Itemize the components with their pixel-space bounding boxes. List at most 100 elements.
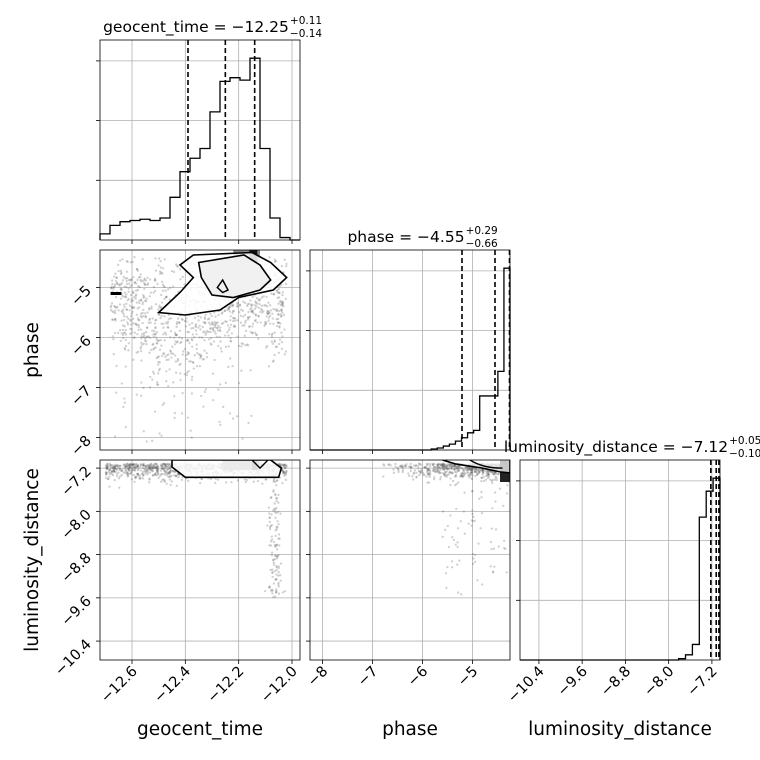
sample-point <box>116 464 119 468</box>
sample-point <box>120 469 123 472</box>
sample-point <box>113 465 117 468</box>
sample-point <box>442 467 445 471</box>
sample-point <box>257 337 260 340</box>
sample-point <box>277 510 280 514</box>
sample-point <box>232 316 235 320</box>
sample-point <box>170 352 173 355</box>
sample-point <box>268 520 271 524</box>
sample-point <box>247 344 250 347</box>
sample-point <box>163 464 167 467</box>
sample-point <box>171 469 174 473</box>
sample-point <box>446 524 449 528</box>
sample-point <box>213 323 217 327</box>
sample-point <box>165 380 168 383</box>
sample-point <box>270 551 274 554</box>
sample-point <box>462 510 466 513</box>
sample-point <box>158 361 162 364</box>
xtick-label-geocent_time: −12.2 <box>205 664 248 707</box>
sample-point <box>105 472 108 475</box>
contour-inner <box>469 460 503 469</box>
sample-point <box>110 279 114 282</box>
sample-point <box>180 478 184 482</box>
sample-point <box>143 464 146 467</box>
sample-point <box>447 473 450 476</box>
sample-point <box>179 268 182 271</box>
sample-point <box>444 471 447 474</box>
sample-point <box>431 463 435 466</box>
sample-point <box>199 356 202 360</box>
sample-point <box>141 466 145 470</box>
sample-point <box>231 417 235 420</box>
sample-point <box>129 323 133 326</box>
sample-point <box>161 464 164 468</box>
sample-point <box>135 393 138 396</box>
sample-point <box>153 464 156 468</box>
sample-point <box>165 358 168 362</box>
sample-point <box>119 475 122 478</box>
sample-point <box>112 352 115 356</box>
sample-point <box>426 469 429 472</box>
sample-point <box>114 464 117 468</box>
sample-point <box>269 309 273 312</box>
sample-point <box>471 519 475 523</box>
sample-point <box>488 470 491 473</box>
sample-point <box>248 315 251 319</box>
sample-point <box>242 315 245 318</box>
sample-point <box>426 468 429 471</box>
sample-point <box>129 278 133 281</box>
sample-point <box>479 527 482 530</box>
sample-point <box>127 463 130 467</box>
sample-point <box>257 315 260 318</box>
sample-point <box>108 468 111 471</box>
sample-point <box>460 472 464 475</box>
sample-point <box>439 478 442 481</box>
sample-point <box>274 534 277 538</box>
sample-point <box>436 468 439 471</box>
sample-point <box>255 305 258 308</box>
sample-point <box>120 332 123 335</box>
sample-point <box>160 434 163 437</box>
sample-point <box>139 477 142 480</box>
sample-point <box>128 469 131 472</box>
sample-point <box>137 326 141 329</box>
sample-point <box>152 335 155 338</box>
sample-point <box>254 300 257 303</box>
sample-point <box>130 470 133 474</box>
sample-point <box>280 308 283 311</box>
sample-point <box>272 490 275 493</box>
sample-point <box>209 327 212 330</box>
sample-point <box>249 369 252 372</box>
sample-point <box>153 289 157 293</box>
sample-point <box>163 469 166 472</box>
sample-point <box>104 473 108 476</box>
sample-point <box>470 478 474 481</box>
sample-point <box>453 464 456 468</box>
sample-point <box>473 560 477 564</box>
sample-point <box>202 405 205 408</box>
sample-point <box>157 264 160 267</box>
sample-point <box>226 324 230 327</box>
sample-point <box>243 334 246 337</box>
sample-point <box>227 307 231 310</box>
sample-point <box>186 351 189 354</box>
sample-point <box>154 462 158 466</box>
sample-point <box>429 473 432 476</box>
sample-point <box>279 464 282 467</box>
sample-point <box>482 471 485 474</box>
sample-point <box>282 470 285 474</box>
sample-point <box>132 291 135 295</box>
sample-point <box>151 343 154 346</box>
sample-point <box>234 317 237 320</box>
sample-point <box>128 464 131 467</box>
sample-point <box>173 411 177 415</box>
sample-point <box>146 276 149 280</box>
sample-point <box>233 325 237 328</box>
sample-point <box>183 347 187 351</box>
sample-point <box>172 270 176 274</box>
sample-point <box>227 365 230 369</box>
sample-point <box>161 403 164 406</box>
sample-point <box>273 543 277 547</box>
sample-point <box>124 295 127 298</box>
sample-point <box>135 268 138 271</box>
sample-point <box>162 322 165 325</box>
